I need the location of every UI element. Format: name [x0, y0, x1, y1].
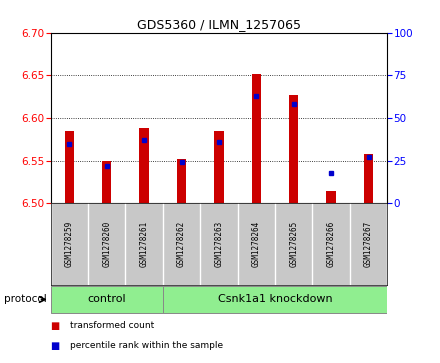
- Text: GSM1278259: GSM1278259: [65, 221, 74, 267]
- Bar: [102, 162, 111, 203]
- Text: percentile rank within the sample: percentile rank within the sample: [70, 341, 224, 350]
- Text: protocol: protocol: [4, 294, 47, 305]
- Text: Csnk1a1 knockdown: Csnk1a1 knockdown: [218, 294, 332, 305]
- Bar: [65, 131, 74, 203]
- Title: GDS5360 / ILMN_1257065: GDS5360 / ILMN_1257065: [137, 19, 301, 32]
- Bar: [289, 95, 298, 203]
- Text: GSM1278264: GSM1278264: [252, 221, 261, 267]
- Bar: [177, 159, 186, 203]
- FancyBboxPatch shape: [51, 286, 163, 313]
- Text: control: control: [88, 294, 126, 305]
- Text: GSM1278263: GSM1278263: [214, 221, 224, 267]
- Bar: [139, 128, 149, 203]
- Text: GSM1278266: GSM1278266: [326, 221, 336, 267]
- Text: GSM1278261: GSM1278261: [139, 221, 149, 267]
- Text: ■: ■: [51, 341, 60, 351]
- FancyBboxPatch shape: [163, 286, 387, 313]
- Text: ■: ■: [51, 321, 60, 331]
- Bar: [252, 74, 261, 203]
- Bar: [364, 154, 373, 203]
- Bar: [326, 191, 336, 203]
- Text: GSM1278267: GSM1278267: [364, 221, 373, 267]
- Text: GSM1278265: GSM1278265: [289, 221, 298, 267]
- Bar: [214, 131, 224, 203]
- Text: GSM1278262: GSM1278262: [177, 221, 186, 267]
- Text: GSM1278260: GSM1278260: [102, 221, 111, 267]
- Text: transformed count: transformed count: [70, 321, 154, 330]
